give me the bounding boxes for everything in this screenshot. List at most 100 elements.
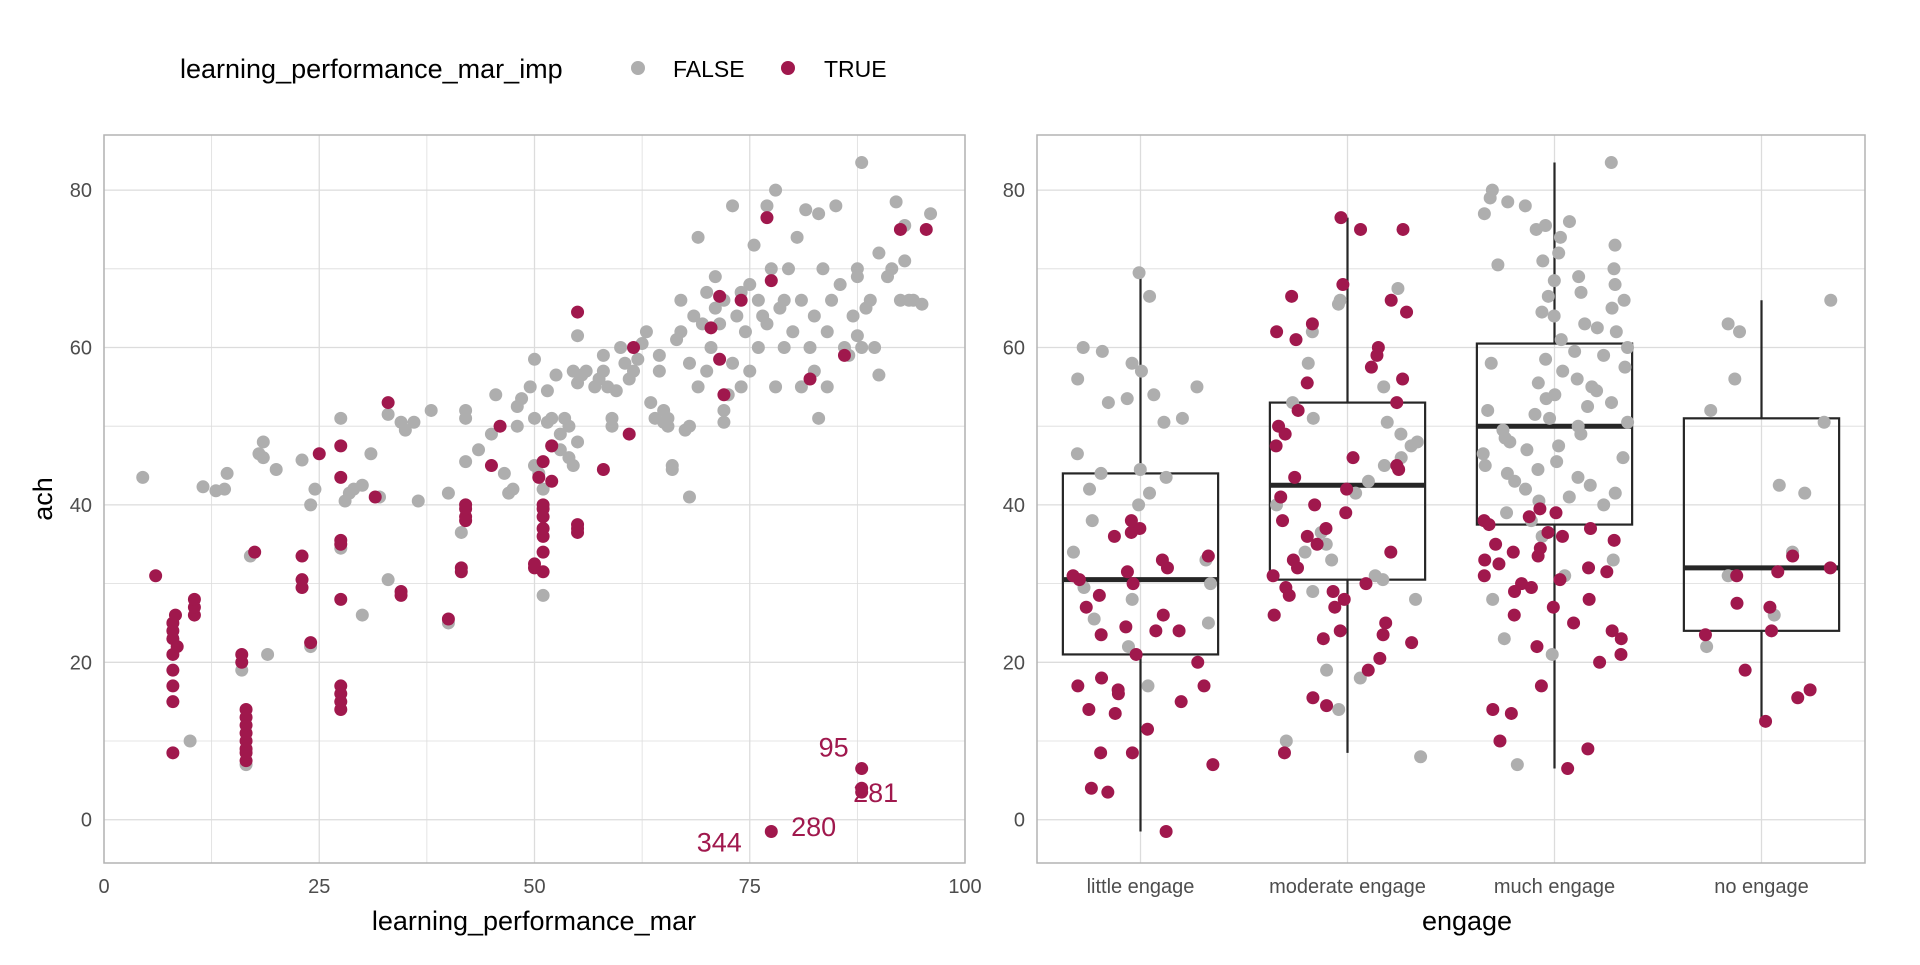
scatter-point-true (166, 663, 180, 677)
boxplot-point-false (1553, 230, 1567, 244)
scatter-point-false (497, 466, 511, 480)
boxplot-x-tick-label: much engage (1494, 876, 1615, 898)
boxplot-point-false (1529, 222, 1543, 236)
scatter-point-true (334, 470, 348, 484)
legend-label-true: TRUE (824, 56, 887, 82)
boxplot-point-true (1698, 628, 1712, 642)
boxplot-point-false (1531, 376, 1545, 390)
boxplot-point-false (1094, 466, 1108, 480)
boxplot-point-false (1728, 372, 1742, 386)
boxplot-point-false (1539, 392, 1553, 406)
boxplot-point-false (1817, 415, 1831, 429)
scatter-point-false (820, 380, 834, 394)
scatter-point-true (454, 561, 468, 575)
scatter-point-false (489, 388, 503, 402)
boxplot-point-true (1289, 333, 1303, 347)
boxplot-point-true (1291, 561, 1305, 575)
scatter-point-false (812, 411, 826, 425)
boxplot-x-tick-label: little engage (1087, 876, 1195, 898)
boxplot-point-true (1172, 624, 1186, 638)
boxplot-point-true (1763, 600, 1777, 614)
boxplot-point-false (1491, 258, 1505, 272)
boxplot-point-true (1524, 581, 1538, 595)
boxplot-point-false (1510, 758, 1524, 772)
scatter-point-false (777, 293, 791, 307)
boxplot-point-true (1555, 529, 1569, 543)
boxplot-jitter-points (1066, 156, 1838, 839)
scatter-point-false (459, 403, 473, 417)
boxplot-point-false (1298, 545, 1312, 559)
scatter-point-false (566, 459, 580, 473)
scatter-point-false (644, 396, 658, 410)
scatter-point-false (764, 262, 778, 276)
boxplot-point-true (1730, 569, 1744, 583)
boxplot-point-false (1143, 486, 1157, 500)
scatter-point-false (596, 348, 610, 362)
scatter-point-false (812, 207, 826, 221)
scatter-point-false (751, 340, 765, 354)
boxplot-gridlines (1037, 135, 1865, 863)
boxplot-point-false (1590, 384, 1604, 398)
scatter-point-false (781, 262, 795, 276)
scatter-point-true (536, 455, 550, 469)
boxplot-point-false (1377, 459, 1391, 473)
boxplot-point-false (1319, 537, 1333, 551)
scatter-point-false (682, 356, 696, 370)
boxplot-panel: 0 20 40 60 80 little engage moderate engage muc… (1003, 134, 1866, 936)
boxplot-point-false (1606, 553, 1620, 567)
boxplot-point-true (1339, 506, 1353, 520)
scatter-point-true (493, 419, 507, 433)
boxplot-x-tick-label: moderate engage (1269, 876, 1426, 898)
boxplot-point-true (1614, 632, 1628, 646)
boxplot-point-true (1328, 600, 1342, 614)
boxplot-point-true (1306, 691, 1320, 705)
scatter-y-tick-label: 0 (81, 810, 92, 832)
boxplot-point-false (1571, 470, 1585, 484)
boxplot-point-false (1520, 443, 1534, 457)
boxplot-point-false (1409, 592, 1423, 606)
scatter-point-false (536, 588, 550, 602)
boxplot-point-false (1543, 411, 1557, 425)
boxplot-point-true (1534, 679, 1548, 693)
boxplot-point-false (1607, 262, 1621, 276)
scatter-point-false (652, 348, 666, 362)
boxplot-point-true (1107, 529, 1121, 543)
scatter-x-tick-label: 75 (739, 876, 761, 898)
boxplot-point-true (1108, 706, 1122, 720)
scatter-point-false (691, 230, 705, 244)
boxplot-point-true (1567, 616, 1581, 630)
scatter-point-false (528, 411, 541, 425)
scatter-point-true (536, 565, 550, 579)
boxplot-point-false (1380, 415, 1394, 429)
boxplot-point-false (1301, 356, 1315, 370)
scatter-point-false (407, 415, 421, 429)
scatter-annotation-label: 344 (697, 828, 742, 858)
scatter-point-true (837, 348, 851, 362)
scatter-point-true (334, 439, 348, 453)
scatter-point-true (855, 762, 869, 776)
scatter-point-false (609, 384, 623, 398)
scatter-x-tick-label: 50 (523, 876, 545, 898)
scatter-point-false (734, 380, 748, 394)
scatter-point-false (136, 470, 150, 484)
boxplot-box (1475, 342, 1634, 526)
scatter-point-true (545, 439, 559, 453)
boxplot-point-false (1547, 274, 1561, 288)
boxplot-point-true (1094, 628, 1108, 642)
scatter-point-false (627, 364, 641, 378)
scatter-point-false (381, 573, 395, 587)
scatter-point-false (510, 419, 524, 433)
boxplot-point-true (1267, 608, 1281, 622)
boxplot-point-true (1823, 561, 1837, 575)
boxplot-point-true (1266, 569, 1280, 583)
boxplot-point-true (1334, 211, 1348, 225)
boxplot-x-axis-label: engage (1422, 906, 1512, 936)
scatter-point-false (269, 462, 283, 476)
boxplot-point-false (1175, 411, 1189, 425)
boxplot-point-true (1370, 348, 1384, 362)
scatter-point-false (794, 293, 808, 307)
scatter-point-false (704, 340, 718, 354)
scatter-tick-labels: 0 25 50 75 100 0 20 40 60 80 (70, 180, 982, 898)
boxplot-y-tick-label: 0 (1014, 810, 1025, 832)
